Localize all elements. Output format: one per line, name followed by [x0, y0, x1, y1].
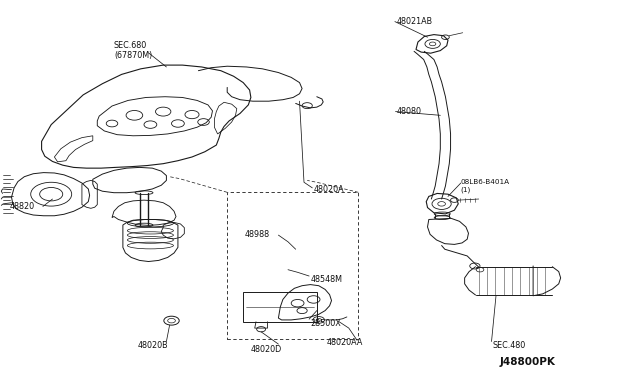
Text: 48080: 48080 — [397, 107, 422, 116]
Text: 48820: 48820 — [10, 202, 35, 211]
Text: 28500X: 28500X — [310, 319, 341, 328]
Text: SEC.680
(67870M): SEC.680 (67870M) — [114, 41, 152, 60]
Bar — [227, 192, 358, 339]
Bar — [243, 292, 317, 322]
Text: 48548M: 48548M — [310, 275, 342, 284]
Text: 48020D: 48020D — [251, 345, 282, 354]
Text: SEC.480: SEC.480 — [493, 341, 526, 350]
Text: 48020AA: 48020AA — [326, 339, 363, 347]
Text: 48020B: 48020B — [138, 341, 168, 350]
Text: J48800PK: J48800PK — [499, 357, 555, 366]
Text: 48021AB: 48021AB — [397, 17, 433, 26]
Text: 08LB6-B401A
(1): 08LB6-B401A (1) — [461, 179, 510, 193]
Text: 48988: 48988 — [245, 230, 270, 239]
Text: 48020A: 48020A — [314, 185, 344, 194]
